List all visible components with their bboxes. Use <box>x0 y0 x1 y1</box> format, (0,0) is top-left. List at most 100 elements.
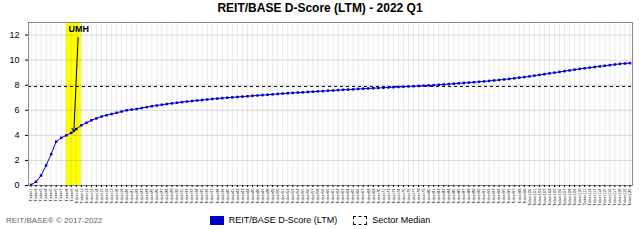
svg-text:Ticker92: Ticker92 <box>486 188 492 204</box>
svg-text:Ticker89: Ticker89 <box>471 188 477 204</box>
svg-text:Ticker33: Ticker33 <box>189 188 195 204</box>
svg-text:Ticker57: Ticker57 <box>310 188 316 204</box>
svg-text:Ticker38: Ticker38 <box>214 188 220 204</box>
svg-text:Ticker90: Ticker90 <box>476 188 482 204</box>
svg-text:Ticker58: Ticker58 <box>315 188 321 204</box>
svg-text:Ticker2: Ticker2 <box>33 188 39 202</box>
svg-text:Ticker4: Ticker4 <box>43 188 49 202</box>
svg-text:Ticker96: Ticker96 <box>506 188 512 204</box>
svg-text:Ticker88: Ticker88 <box>466 188 472 204</box>
svg-text:Ticker79: Ticker79 <box>420 188 426 204</box>
svg-text:Ticker55: Ticker55 <box>300 188 306 204</box>
svg-text:Ticker78: Ticker78 <box>415 188 421 204</box>
svg-text:Ticker87: Ticker87 <box>461 188 467 204</box>
svg-text:Ticker62: Ticker62 <box>335 188 341 204</box>
svg-text:Ticker18: Ticker18 <box>113 188 119 204</box>
svg-text:Ticker80: Ticker80 <box>425 188 431 204</box>
svg-text:Ticker43: Ticker43 <box>239 188 245 204</box>
svg-text:Ticker20: Ticker20 <box>123 188 129 204</box>
svg-text:Ticker76: Ticker76 <box>405 188 411 204</box>
svg-text:Ticker6: Ticker6 <box>53 188 59 202</box>
svg-text:6: 6 <box>14 105 19 115</box>
svg-text:Ticker40: Ticker40 <box>224 188 230 204</box>
svg-text:Ticker54: Ticker54 <box>295 188 301 204</box>
svg-text:4: 4 <box>14 130 19 140</box>
svg-text:Ticker39: Ticker39 <box>219 188 225 204</box>
svg-text:Ticker7: Ticker7 <box>58 188 64 202</box>
svg-text:Ticker84: Ticker84 <box>446 188 452 204</box>
svg-text:Ticker8: Ticker8 <box>63 188 69 202</box>
svg-text:Ticker69: Ticker69 <box>370 188 376 204</box>
html-text:REIT/BASE D-Score (LTM): REIT/BASE D-Score (LTM) <box>228 215 338 225</box>
svg-text:Ticker11: Ticker11 <box>78 188 84 204</box>
svg-text:Ticker67: Ticker67 <box>360 188 366 204</box>
svg-text:Ticker34: Ticker34 <box>194 188 200 204</box>
svg-text:Ticker120: Ticker120 <box>627 188 632 206</box>
svg-text:Ticker61: Ticker61 <box>330 188 336 204</box>
svg-text:Ticker77: Ticker77 <box>410 188 416 204</box>
svg-text:Ticker91: Ticker91 <box>481 188 487 204</box>
html-text:REIT/BASE D-Score (LTM) - 2022: REIT/BASE D-Score (LTM) - 2022 Q1 <box>217 1 423 15</box>
svg-text:Ticker50: Ticker50 <box>274 188 280 204</box>
svg-text:Ticker59: Ticker59 <box>320 188 326 204</box>
svg-text:Ticker49: Ticker49 <box>269 188 275 204</box>
svg-text:Ticker1: Ticker1 <box>28 188 34 202</box>
svg-text:Ticker64: Ticker64 <box>345 188 351 204</box>
svg-text:Ticker47: Ticker47 <box>259 188 265 204</box>
html-text:Sector Median: Sector Median <box>372 215 431 225</box>
svg-text:Ticker15: Ticker15 <box>98 188 104 204</box>
svg-text:Ticker75: Ticker75 <box>400 188 406 204</box>
svg-text:Ticker68: Ticker68 <box>365 188 371 204</box>
svg-text:12: 12 <box>9 30 19 40</box>
svg-text:0: 0 <box>14 180 19 190</box>
svg-text:Ticker9: Ticker9 <box>68 188 74 202</box>
svg-text:Ticker74: Ticker74 <box>395 188 401 204</box>
svg-text:Ticker12: Ticker12 <box>83 188 89 204</box>
svg-text:Ticker31: Ticker31 <box>179 188 185 204</box>
svg-text:UMH: UMH <box>69 24 90 34</box>
svg-text:Ticker36: Ticker36 <box>204 188 210 204</box>
svg-text:Ticker10: Ticker10 <box>73 188 79 204</box>
svg-text:Ticker19: Ticker19 <box>118 188 124 204</box>
svg-text:Ticker73: Ticker73 <box>390 188 396 204</box>
svg-text:10: 10 <box>9 55 19 65</box>
svg-text:Ticker48: Ticker48 <box>264 188 270 204</box>
svg-text:Ticker70: Ticker70 <box>375 188 381 204</box>
svg-text:Ticker46: Ticker46 <box>254 188 260 204</box>
svg-text:Ticker66: Ticker66 <box>355 188 361 204</box>
svg-text:Ticker60: Ticker60 <box>325 188 331 204</box>
html-text:REIT/BASE® © 2017-2022: REIT/BASE® © 2017-2022 <box>6 216 103 225</box>
svg-text:Ticker65: Ticker65 <box>350 188 356 204</box>
svg-text:Ticker44: Ticker44 <box>244 188 250 204</box>
svg-text:Ticker17: Ticker17 <box>108 188 114 204</box>
svg-text:Ticker32: Ticker32 <box>184 188 190 204</box>
svg-text:Ticker95: Ticker95 <box>501 188 507 204</box>
svg-text:Ticker56: Ticker56 <box>305 188 311 204</box>
svg-text:Ticker37: Ticker37 <box>209 188 215 204</box>
svg-text:Ticker25: Ticker25 <box>149 188 155 204</box>
svg-text:Ticker41: Ticker41 <box>229 188 235 204</box>
svg-text:Ticker30: Ticker30 <box>174 188 180 204</box>
svg-text:Ticker86: Ticker86 <box>456 188 462 204</box>
svg-text:Ticker42: Ticker42 <box>234 188 240 204</box>
svg-text:Ticker71: Ticker71 <box>380 188 386 204</box>
svg-text:8: 8 <box>14 80 19 90</box>
svg-text:2: 2 <box>14 155 19 165</box>
svg-text:Ticker13: Ticker13 <box>88 188 94 204</box>
svg-text:Ticker29: Ticker29 <box>169 188 175 204</box>
svg-text:Ticker14: Ticker14 <box>93 188 99 204</box>
svg-text:Ticker63: Ticker63 <box>340 188 346 204</box>
svg-text:Ticker27: Ticker27 <box>159 188 165 204</box>
svg-text:Ticker93: Ticker93 <box>491 188 497 204</box>
svg-text:Ticker24: Ticker24 <box>144 188 150 204</box>
svg-text:Ticker45: Ticker45 <box>249 188 255 204</box>
svg-text:Ticker85: Ticker85 <box>451 188 457 204</box>
svg-text:Ticker72: Ticker72 <box>385 188 391 204</box>
svg-text:Ticker26: Ticker26 <box>154 188 160 204</box>
svg-text:Ticker3: Ticker3 <box>38 188 44 202</box>
svg-text:Ticker35: Ticker35 <box>199 188 205 204</box>
svg-text:Ticker28: Ticker28 <box>164 188 170 204</box>
svg-text:Ticker94: Ticker94 <box>496 188 502 204</box>
svg-text:Ticker5: Ticker5 <box>48 188 54 202</box>
svg-text:Ticker16: Ticker16 <box>103 188 109 204</box>
